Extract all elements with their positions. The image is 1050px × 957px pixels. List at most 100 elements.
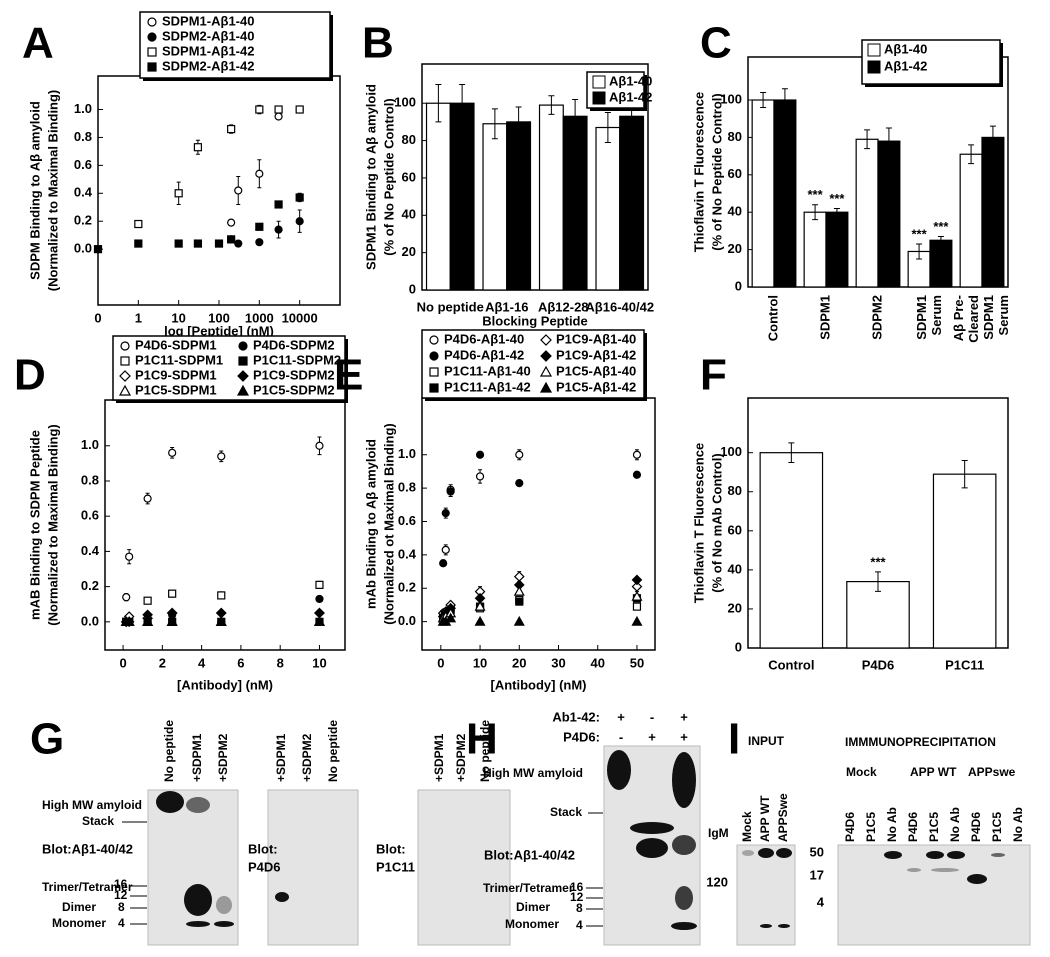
lane-label: +SDPM1 xyxy=(190,733,204,782)
x-tick-label: 2 xyxy=(159,655,166,670)
error-bar xyxy=(781,88,788,112)
legend-swatch xyxy=(867,43,881,57)
blot-band xyxy=(947,851,965,859)
y-tick-label: 40 xyxy=(728,561,742,576)
data-point xyxy=(274,200,283,209)
error-bar xyxy=(875,571,881,592)
legend-swatch xyxy=(119,370,131,382)
y-axis-title: SDPM1 Binding to Aβ amyloid xyxy=(363,84,378,270)
probe-label: Blot:Aβ1-40/42 xyxy=(484,847,575,862)
side-label: Monomer xyxy=(505,917,559,931)
lane-label: No Ab xyxy=(885,807,899,842)
blot-band xyxy=(776,848,792,858)
y-tick-label: 1.0 xyxy=(398,446,416,461)
lane-label: P4D6 xyxy=(843,812,857,842)
legend-label: P1C11-Aβ1-42 xyxy=(444,379,531,394)
x-tick-label: 10000 xyxy=(282,310,318,325)
x-axis-title: [Antibody] (nM) xyxy=(490,677,586,692)
panel-label: F xyxy=(700,351,727,400)
data-point xyxy=(274,105,283,114)
blot xyxy=(267,789,359,946)
y-tick-label: 0.4 xyxy=(74,185,93,200)
x-tick-label: SDPM1 xyxy=(981,295,996,340)
marker-label: 17 xyxy=(810,867,824,882)
data-point xyxy=(227,124,236,134)
legend-swatch xyxy=(238,341,248,351)
data-point xyxy=(217,591,226,600)
y-axis-title: SDPM Binding to Aβ amyloid xyxy=(27,101,42,280)
data-point xyxy=(474,615,486,626)
side-label: Trimer/Tetramer xyxy=(483,881,574,895)
legend-swatch xyxy=(539,365,553,377)
legend-label: SDPM2-Aβ1-40 xyxy=(162,28,254,43)
condition-label: P4D6: xyxy=(563,729,600,744)
y-axis-title: (Normalized to Maximal Binding) xyxy=(45,90,60,292)
legend-swatch xyxy=(237,370,249,382)
legend-swatch xyxy=(429,335,439,345)
lane-label: P1C5 xyxy=(927,812,941,842)
legend-swatch xyxy=(592,75,606,89)
blot-band xyxy=(607,750,631,790)
legend-label: P4D6-Aβ1-42 xyxy=(444,347,524,362)
data-point xyxy=(632,602,642,611)
y-tick-label: 60 xyxy=(728,522,742,537)
data-point xyxy=(142,616,154,626)
legend-label: Aβ1-40 xyxy=(609,73,652,88)
bar xyxy=(449,102,475,291)
marker-label: 8 xyxy=(576,901,583,915)
y-tick-label: 0.8 xyxy=(81,472,99,487)
blot-band xyxy=(671,922,697,930)
error-bar xyxy=(864,129,871,150)
data-point xyxy=(631,615,643,626)
x-tick-label: 8 xyxy=(277,655,284,670)
data-point xyxy=(475,472,485,481)
lane-label: +SDPM1 xyxy=(432,733,446,782)
x-tick-label: 1000 xyxy=(245,310,274,325)
data-point xyxy=(315,580,324,589)
y-tick-label: 80 xyxy=(402,132,416,147)
legend-swatch xyxy=(540,350,552,362)
legend-label: Aβ1-42 xyxy=(884,58,927,73)
y-tick-label: 0.8 xyxy=(398,480,416,495)
bar xyxy=(929,239,953,288)
legend-label: P1C5-SDPM1 xyxy=(135,382,217,397)
legend-label: P4D6-SDPM1 xyxy=(135,337,217,352)
x-tick-label: Control xyxy=(765,295,780,341)
legend xyxy=(139,11,331,79)
x-tick-label: SDPM1 xyxy=(914,295,929,340)
marker-label: 8 xyxy=(118,900,125,914)
probe-label: P4D6 xyxy=(248,859,281,874)
legend-swatch xyxy=(540,334,552,346)
legend xyxy=(861,39,1001,85)
legend-label: P1C5-SDPM2 xyxy=(253,382,335,397)
legend xyxy=(112,335,346,401)
legend-swatch xyxy=(147,47,157,57)
panel-label: I xyxy=(728,715,740,764)
y-tick-label: 80 xyxy=(728,129,742,144)
x-tick-label: 10 xyxy=(473,655,487,670)
blot-band xyxy=(991,853,1005,857)
x-tick-label: 10 xyxy=(171,310,185,325)
x-tick-label: 6 xyxy=(237,655,244,670)
blot-band xyxy=(630,822,674,834)
marker-label: 4 xyxy=(817,894,825,909)
legend xyxy=(421,329,645,399)
data-point xyxy=(439,559,448,568)
lane-label: P4D6 xyxy=(969,812,983,842)
probe-label: Blot:Aβ1-40/42 xyxy=(42,841,133,856)
side-label: Stack xyxy=(82,814,114,828)
data-point xyxy=(93,245,103,254)
error-bar xyxy=(572,98,579,134)
y-tick-label: 80 xyxy=(728,483,742,498)
y-tick-label: 0.0 xyxy=(74,241,92,256)
legend-label: Aβ1-42 xyxy=(609,89,652,104)
x-tick-label: 0 xyxy=(119,655,126,670)
x-tick-label: 10 xyxy=(312,655,326,670)
data-point xyxy=(234,186,243,195)
significance-label: *** xyxy=(870,554,886,569)
marker-label: 4 xyxy=(118,916,125,930)
data-point xyxy=(125,552,134,561)
condition-sign: - xyxy=(650,709,654,724)
data-point xyxy=(474,600,486,611)
data-point xyxy=(215,616,227,626)
